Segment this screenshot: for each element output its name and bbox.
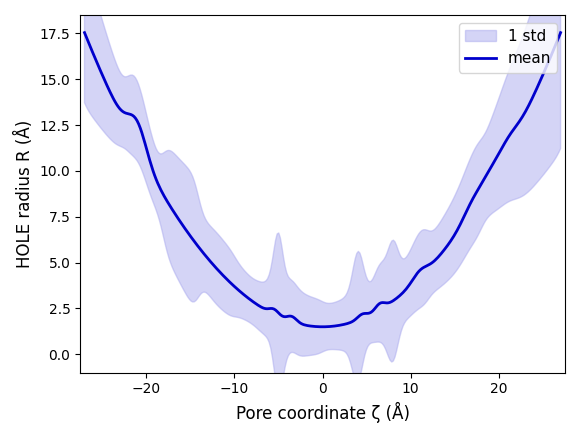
mean xyxy=(82,34,89,39)
mean xyxy=(374,303,381,308)
Legend: 1 std, mean: 1 std, mean xyxy=(459,23,557,73)
mean xyxy=(366,311,373,316)
X-axis label: Pore coordinate ζ (Å): Pore coordinate ζ (Å) xyxy=(235,402,409,423)
mean xyxy=(81,30,88,35)
mean xyxy=(557,30,564,35)
mean xyxy=(484,171,491,176)
mean xyxy=(364,311,371,316)
Y-axis label: HOLE radius R (Å): HOLE radius R (Å) xyxy=(15,120,34,268)
mean xyxy=(514,121,521,127)
Line: mean: mean xyxy=(85,33,561,327)
mean xyxy=(320,324,327,329)
